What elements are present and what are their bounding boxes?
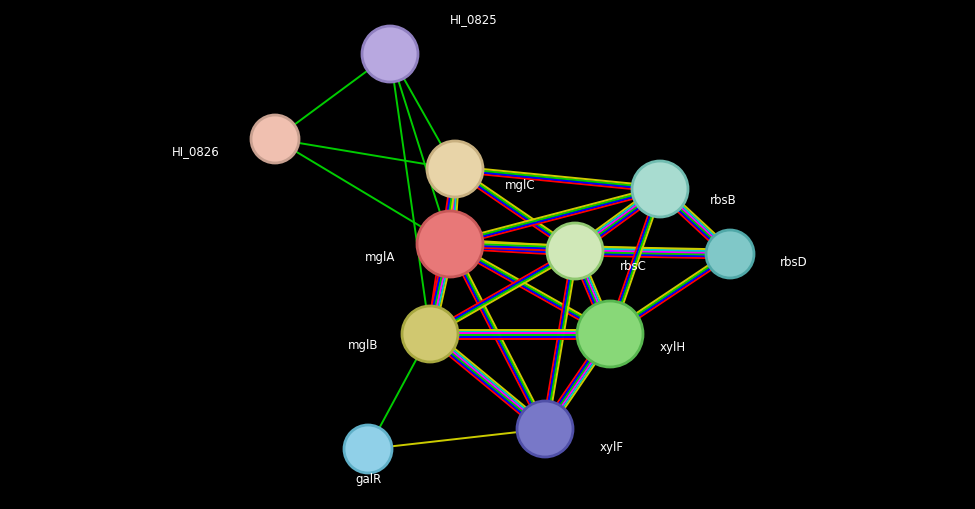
Circle shape — [577, 301, 643, 367]
Text: xylF: xylF — [600, 441, 624, 454]
Text: xylH: xylH — [660, 341, 686, 354]
Text: rbsB: rbsB — [710, 193, 737, 206]
Text: HI_0826: HI_0826 — [173, 145, 220, 158]
Circle shape — [632, 162, 688, 217]
Text: rbsD: rbsD — [780, 255, 807, 268]
Circle shape — [427, 142, 483, 197]
Circle shape — [344, 425, 392, 473]
Circle shape — [362, 27, 418, 83]
Circle shape — [251, 116, 299, 164]
Text: galR: galR — [355, 472, 381, 486]
Text: mglA: mglA — [365, 250, 395, 263]
Circle shape — [402, 306, 458, 362]
Circle shape — [517, 401, 573, 457]
Circle shape — [547, 223, 603, 279]
Text: rbsC: rbsC — [620, 260, 646, 273]
Circle shape — [706, 231, 754, 278]
Text: HI_0825: HI_0825 — [450, 13, 497, 26]
Text: mglB: mglB — [347, 338, 378, 351]
Text: mglC: mglC — [505, 178, 535, 191]
Circle shape — [417, 212, 483, 277]
